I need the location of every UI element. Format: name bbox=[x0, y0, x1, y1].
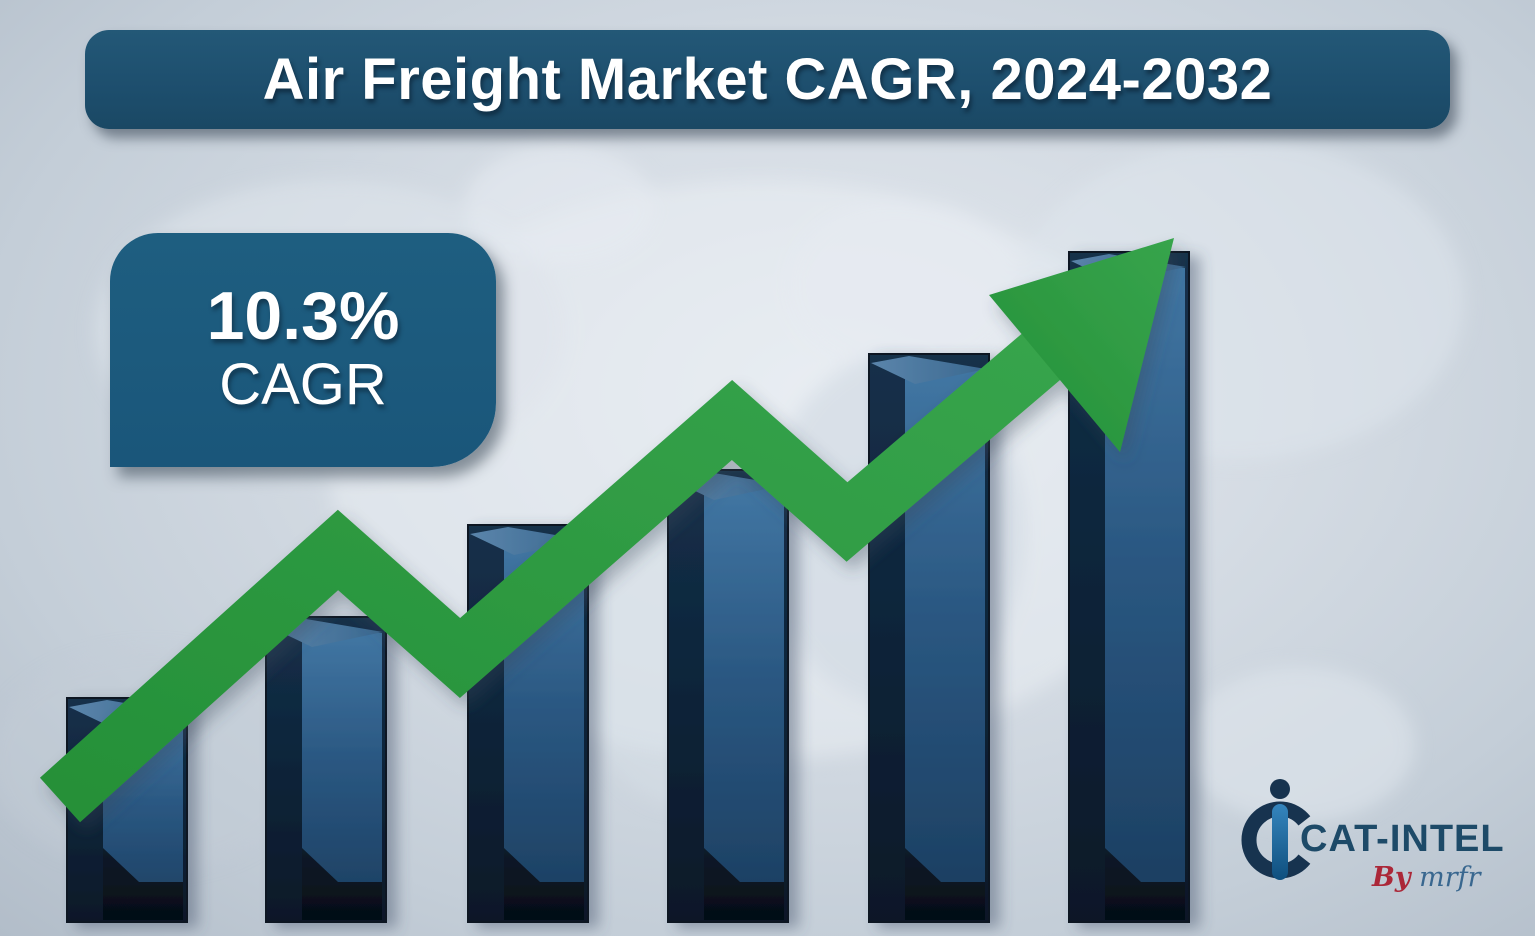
bar bbox=[467, 524, 589, 923]
byline: By mrfr bbox=[1372, 862, 1481, 893]
title-banner: Air Freight Market CAGR, 2024-2032 bbox=[85, 30, 1450, 129]
cagr-callout: 10.3% CAGR bbox=[110, 233, 496, 467]
byline-by: By bbox=[1372, 862, 1411, 893]
trend-arrow-head bbox=[989, 238, 1174, 452]
brand-logo: CAT-INTEL By mrfr bbox=[1236, 766, 1516, 921]
logo-i-stem bbox=[1272, 804, 1288, 880]
cagr-value: 10.3% bbox=[206, 278, 400, 355]
trend-arrow bbox=[39, 238, 1174, 823]
trend-arrow-shaft bbox=[39, 321, 1076, 823]
bar bbox=[667, 469, 789, 923]
byline-brand: mrfr bbox=[1419, 862, 1481, 893]
bar bbox=[265, 616, 387, 923]
logo-text: CAT-INTEL bbox=[1300, 818, 1505, 860]
page-title: Air Freight Market CAGR, 2024-2032 bbox=[262, 47, 1273, 112]
ci-monogram-icon bbox=[1241, 779, 1311, 880]
cagr-label: CAGR bbox=[219, 352, 387, 418]
logo-i-dot bbox=[1270, 779, 1290, 799]
